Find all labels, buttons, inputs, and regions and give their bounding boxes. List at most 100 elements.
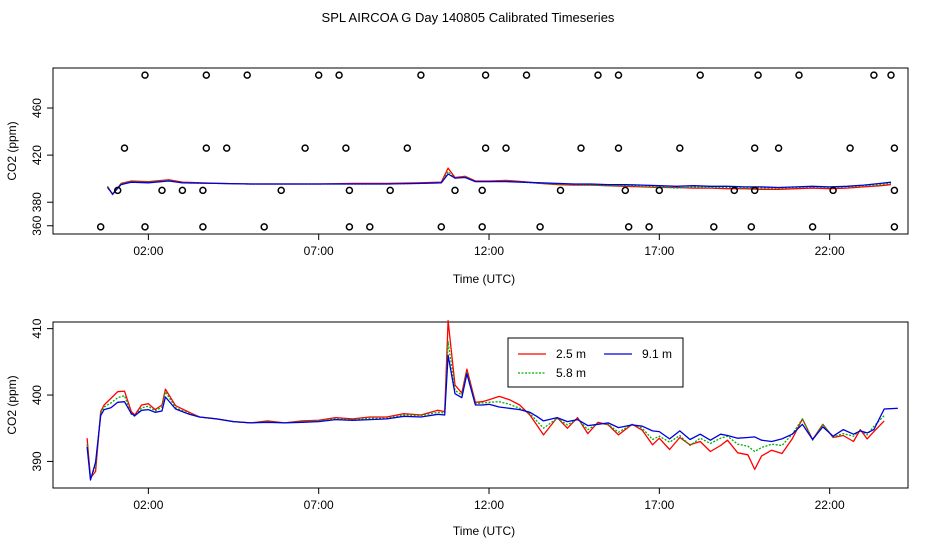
top-data-point — [808, 223, 817, 231]
top-data-point — [536, 223, 544, 231]
top-data-point — [890, 186, 899, 195]
top-x-axis-label: Time (UTC) — [453, 272, 515, 286]
top-y-tick-label: 420 — [30, 145, 44, 165]
top-data-point — [202, 144, 211, 152]
top-data-point — [478, 186, 486, 195]
top-y-tick-label: 360 — [30, 215, 44, 235]
top-data-point — [730, 186, 739, 195]
top-data-point — [621, 186, 630, 195]
top-points — [96, 71, 899, 231]
top-data-point — [386, 186, 394, 195]
top-data-point — [577, 144, 585, 152]
top-data-point — [887, 71, 895, 79]
figure-title: SPL AIRCOA G Day 140805 Calibrated Times… — [322, 10, 615, 25]
top-data-point — [829, 186, 837, 195]
top-data-point — [366, 223, 374, 231]
legend: 2.5 m 9.1 m 5.8 m — [507, 337, 684, 388]
top-data-point — [345, 186, 354, 195]
top-data-point — [750, 186, 759, 195]
top-data-point — [655, 186, 664, 195]
top-data-point — [614, 144, 623, 152]
top-data-point — [870, 71, 878, 79]
top-data-point — [141, 223, 149, 231]
top-plot-frame — [52, 67, 909, 235]
bottom-x-tick-label: 02:00 — [133, 498, 163, 512]
top-data-point — [277, 186, 285, 195]
top-data-point — [301, 144, 309, 152]
top-data-point — [890, 144, 899, 152]
top-data-point — [502, 144, 510, 152]
top-data-point — [846, 144, 854, 152]
bottom-y-tick-label: 400 — [30, 385, 44, 405]
top-data-point — [417, 71, 425, 79]
bottom-series-line-2 — [86, 354, 898, 481]
bottom-x-axis-label: Time (UTC) — [453, 524, 515, 538]
bottom-x-tick-label: 07:00 — [304, 498, 334, 512]
top-data-point — [96, 223, 105, 231]
top-x-ticks: 02:00 07:00 12:00 17:00 22:00 — [133, 234, 845, 258]
bottom-x-tick-label: 17:00 — [644, 498, 674, 512]
top-panel: 02:00 07:00 12:00 17:00 22:00 360 380 420 460 T… — [5, 67, 909, 286]
top-x-tick-label: 07:00 — [304, 244, 334, 258]
legend-label-2-5m: 2.5 m — [556, 347, 586, 361]
top-data-point — [178, 186, 187, 195]
top-data-point — [890, 223, 899, 231]
bottom-y-tick-label: 410 — [30, 318, 44, 338]
top-data-point — [676, 144, 684, 152]
top-data-point — [774, 144, 783, 152]
top-data-point — [556, 186, 565, 195]
top-data-point — [481, 144, 490, 152]
top-data-point — [614, 71, 623, 79]
top-data-point — [260, 223, 268, 231]
top-data-point — [451, 186, 459, 195]
top-series-line-2 — [106, 173, 892, 195]
top-data-point — [345, 223, 354, 231]
top-lines — [106, 167, 892, 196]
bottom-series-line-1 — [86, 340, 885, 480]
top-data-point — [158, 186, 166, 195]
top-data-point — [795, 71, 803, 79]
top-data-point — [202, 71, 211, 79]
top-data-point — [478, 223, 486, 231]
top-data-point — [747, 223, 756, 231]
bottom-lines — [86, 320, 898, 481]
top-data-point — [710, 223, 718, 231]
bottom-x-tick-label: 12:00 — [474, 498, 504, 512]
legend-box — [507, 337, 684, 388]
top-data-point — [624, 223, 633, 231]
top-data-point — [120, 144, 129, 152]
bottom-x-tick-label: 22:00 — [815, 498, 845, 512]
top-data-point — [594, 71, 602, 79]
top-data-point — [314, 71, 323, 79]
top-x-tick-label: 17:00 — [644, 244, 674, 258]
top-data-point — [437, 223, 446, 231]
top-data-point — [481, 71, 490, 79]
top-data-point — [199, 186, 207, 195]
bottom-y-ticks: 390 400 410 — [30, 318, 53, 471]
top-data-point — [342, 144, 350, 152]
top-x-tick-label: 12:00 — [474, 244, 504, 258]
top-data-point — [335, 71, 343, 79]
bottom-plot-frame — [52, 321, 909, 489]
bottom-y-tick-label: 390 — [30, 451, 44, 471]
top-x-tick-label: 02:00 — [133, 244, 163, 258]
top-y-axis-label: CO2 (ppm) — [5, 121, 19, 180]
top-y-tick-label: 380 — [30, 192, 44, 212]
legend-label-5-8m: 5.8 m — [556, 366, 586, 380]
top-y-tick-label: 460 — [30, 98, 44, 118]
top-data-point — [222, 144, 231, 152]
bottom-panel: 02:00 07:00 12:00 17:00 22:00 390 400 410 Time… — [5, 318, 909, 538]
top-y-ticks: 360 380 420 460 — [30, 98, 53, 236]
legend-label-9-1m: 9.1 m — [642, 347, 672, 361]
top-data-point — [113, 186, 122, 195]
top-data-point — [750, 144, 759, 152]
top-data-point — [645, 223, 653, 231]
top-data-point — [243, 71, 251, 79]
top-data-point — [141, 71, 149, 79]
top-series-line-1 — [106, 170, 892, 195]
bottom-y-axis-label: CO2 (ppm) — [5, 375, 19, 434]
top-data-point — [522, 71, 531, 79]
top-data-point — [199, 223, 207, 231]
bottom-series-line-0 — [86, 320, 885, 479]
